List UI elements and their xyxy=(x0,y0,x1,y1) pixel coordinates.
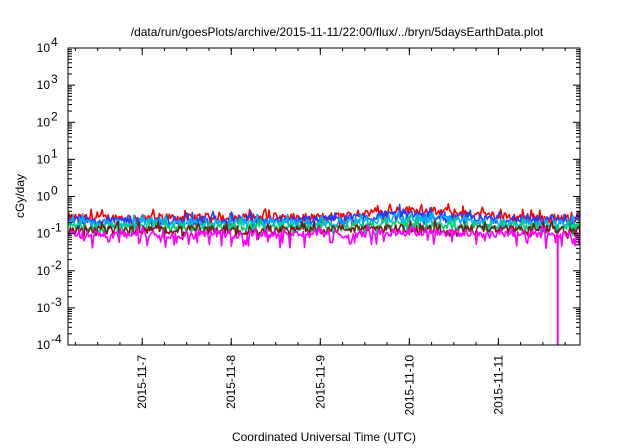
y-tick-label: 10 xyxy=(37,41,51,55)
y-tick-exponent: -4 xyxy=(51,332,62,346)
y-tick-exponent: -1 xyxy=(51,221,62,235)
y-tick-exponent: -3 xyxy=(51,295,62,309)
y-tick-exponent: 3 xyxy=(51,72,58,86)
y-tick-exponent: 1 xyxy=(51,146,58,160)
y-tick-label: 10 xyxy=(37,264,51,278)
y-tick-label: 10 xyxy=(37,115,51,129)
y-tick-label: 10 xyxy=(37,301,51,315)
y-tick-label: 10 xyxy=(37,190,51,204)
x-ticks: 2015-11-7 2015-11-8 2015-11-9 2015-11-10 201… xyxy=(74,48,566,416)
series-line xyxy=(67,223,581,250)
x-tick-label: 2015-11-10 xyxy=(402,355,416,416)
x-axis-label: Coordinated Universal Time (UTC) xyxy=(232,430,416,444)
y-tick-exponent: 4 xyxy=(51,35,58,49)
y-tick-label: 10 xyxy=(37,78,51,92)
series-line xyxy=(67,219,581,241)
x-tick-label: 2015-11-9 xyxy=(313,355,327,409)
plot-frame xyxy=(67,47,581,346)
x-tick-label: 2015-11-7 xyxy=(135,355,149,409)
x-tick-label: 2015-11-11 xyxy=(491,355,505,415)
x-tick-label: 2015-11-8 xyxy=(224,355,238,409)
y-tick-label: 10 xyxy=(37,227,51,241)
y-tick-exponent: 2 xyxy=(51,109,58,123)
y-tick-exponent: -2 xyxy=(51,258,62,272)
series-layer xyxy=(67,203,581,345)
chart-title: /data/run/goesPlots/archive/2015-11-11/2… xyxy=(131,25,544,39)
y-tick-exponent: 0 xyxy=(51,184,58,198)
y-tick-label: 10 xyxy=(37,338,51,352)
y-tick-label: 10 xyxy=(37,152,51,166)
y-axis-label: cGy/day xyxy=(13,174,27,218)
